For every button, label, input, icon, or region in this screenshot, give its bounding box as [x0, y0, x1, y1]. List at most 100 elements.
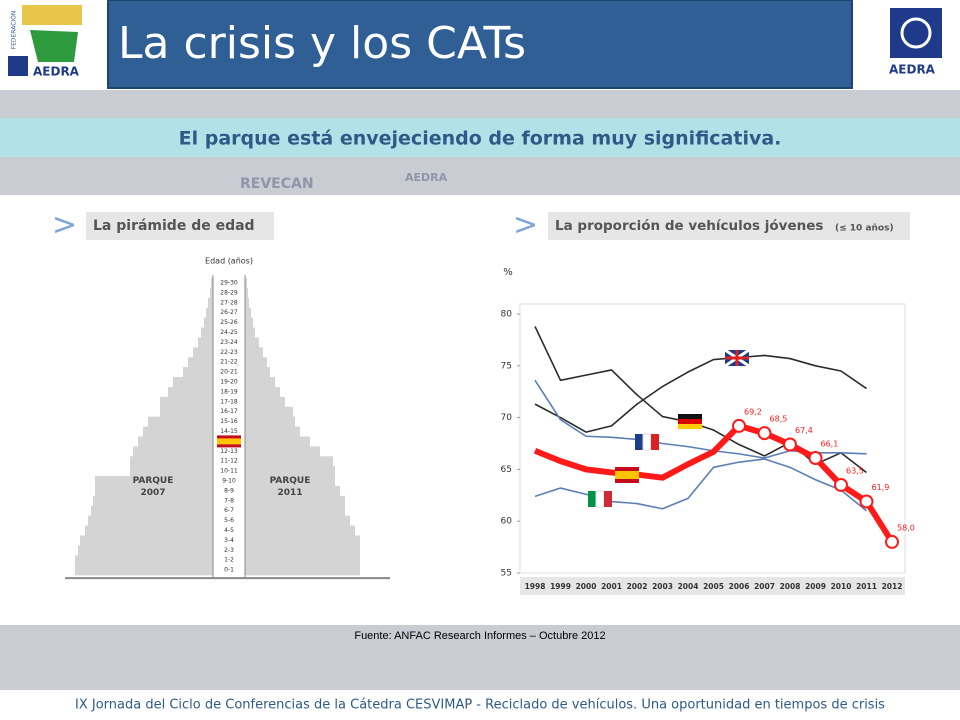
pyramid-bar	[245, 337, 259, 348]
panel-head	[548, 212, 910, 240]
logo-name: AEDRA	[33, 65, 80, 79]
pyramid-bar	[245, 327, 255, 338]
pyramid-bar	[245, 386, 280, 398]
pyramid-bar	[245, 347, 263, 358]
pyramid-bar	[245, 565, 360, 576]
x-tick-label: 2011	[856, 582, 877, 591]
pyramid-bar	[193, 347, 213, 358]
pyramid-bar	[245, 446, 320, 457]
point	[732, 418, 746, 433]
pyramid-bar	[245, 505, 345, 516]
pyramid-bar	[245, 466, 335, 477]
pyramid-bar	[245, 416, 295, 427]
bg-word: REVECAN	[240, 176, 314, 192]
pyramid-bar	[138, 436, 213, 447]
pyramid-bar	[245, 317, 253, 328]
age-label: 12-13	[220, 448, 238, 455]
pyramid-bar	[245, 535, 360, 546]
age-label: 4-5	[224, 527, 234, 534]
pyramid-bar	[245, 297, 249, 309]
pyramid-bar	[208, 297, 213, 309]
pyramid-bar	[245, 307, 251, 318]
y-tick-label: 55	[501, 569, 512, 579]
pyramid-bar	[245, 456, 333, 467]
point	[757, 426, 772, 441]
flags	[588, 348, 750, 508]
age-label: 16-17	[220, 408, 238, 415]
value-label: 67,4	[795, 426, 813, 435]
flag-uk	[724, 348, 750, 368]
age-label: 0-1	[224, 567, 234, 574]
pyramid-bar	[245, 367, 270, 378]
pyramid-bar	[88, 515, 213, 526]
age-label: 2-3	[224, 547, 234, 554]
pyramid-bar	[245, 555, 360, 566]
y-tick-label: 80	[501, 310, 513, 320]
pyramid-bar	[245, 396, 285, 408]
pyramid-bar	[133, 446, 213, 457]
x-tick-label: 2010	[831, 582, 852, 591]
pyramid-bar	[75, 565, 213, 576]
pyramid-bar	[245, 377, 275, 388]
age-label: 20-21	[220, 369, 238, 376]
x-tick-label: 2005	[703, 582, 724, 591]
age-label: 21-22	[220, 359, 238, 366]
value-label: 69,2	[744, 407, 762, 416]
age-label: 25-26	[220, 319, 238, 326]
line-series	[534, 354, 867, 433]
pyramid-bar	[93, 495, 213, 507]
flag-es	[217, 438, 241, 445]
series-label: PARQUE 2007	[133, 476, 174, 498]
age-label: 17-18	[220, 398, 238, 405]
pyramid-bar	[130, 466, 213, 477]
pyramid-bar	[245, 287, 248, 299]
point	[834, 477, 848, 492]
age-label: 28-29	[220, 289, 238, 296]
point	[808, 451, 823, 466]
series-label: PARQUE 2011	[270, 476, 311, 498]
pyramid-bar	[245, 495, 345, 507]
pyramid-bar	[210, 287, 213, 299]
pyramid-bar	[95, 485, 213, 497]
pyramid-bar	[204, 317, 213, 328]
age-label: 11-12	[220, 458, 238, 465]
pyramid-bar	[201, 327, 213, 338]
value-label: 68,5	[770, 415, 788, 424]
plot-frame	[519, 303, 906, 574]
x-axis-band	[520, 577, 905, 595]
panel-note: (≤ 10 años)	[835, 224, 894, 234]
age-label: 22-23	[220, 349, 238, 356]
age-label: 5-6	[224, 517, 234, 524]
x-tick-label: 2007	[754, 582, 775, 591]
pyramid-bar	[95, 476, 213, 487]
flag-de	[678, 414, 702, 429]
age-label: 23-24	[220, 339, 238, 346]
band-bottom	[0, 625, 960, 690]
value-label: 66,1	[821, 440, 839, 449]
pyramid-bar	[245, 525, 355, 536]
point	[885, 534, 899, 549]
pyramid-bar	[206, 307, 213, 318]
pyramid-bar	[245, 406, 293, 417]
age-label: 7-8	[224, 497, 234, 504]
age-label: 15-16	[220, 418, 238, 425]
y-label: %	[503, 267, 513, 278]
value-label: 58,0	[897, 523, 915, 532]
pyramid-bar	[183, 367, 213, 378]
bg-word: AEDRA	[405, 171, 448, 184]
logo-recycle	[900, 17, 932, 49]
value-label: 61,9	[872, 483, 890, 492]
x-tick-label: 2001	[601, 582, 622, 591]
age-label: 18-19	[220, 388, 238, 395]
panel-head	[86, 212, 274, 240]
line-series	[533, 422, 895, 544]
title-box	[107, 0, 853, 89]
chevron: >	[513, 208, 538, 243]
pyramid-bar	[148, 416, 213, 427]
age-label: 26-27	[220, 309, 238, 316]
x-tick-label: 2004	[678, 582, 699, 591]
pyramid-bar	[75, 555, 213, 566]
x-tick-label: 2008	[780, 582, 801, 591]
age-label: 29-30	[220, 280, 238, 287]
